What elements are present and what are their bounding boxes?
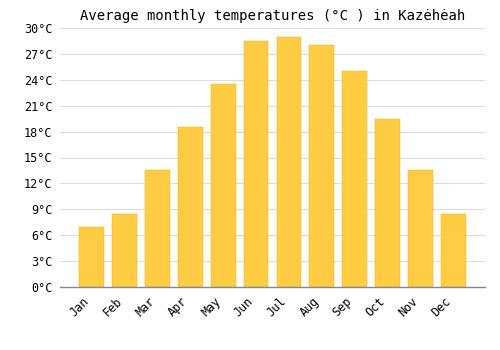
Bar: [80, 226, 104, 287]
Bar: [178, 127, 203, 287]
Bar: [441, 214, 466, 287]
Bar: [145, 170, 170, 287]
Bar: [112, 214, 137, 287]
Bar: [408, 170, 433, 287]
Title: Average monthly temperatures (°C ) in Kazėhėah: Average monthly temperatures (°C ) in Ka…: [80, 9, 465, 23]
Bar: [244, 41, 268, 287]
Bar: [376, 119, 400, 287]
Bar: [310, 45, 334, 287]
Bar: [342, 71, 367, 287]
Bar: [211, 84, 236, 287]
Bar: [276, 37, 301, 287]
